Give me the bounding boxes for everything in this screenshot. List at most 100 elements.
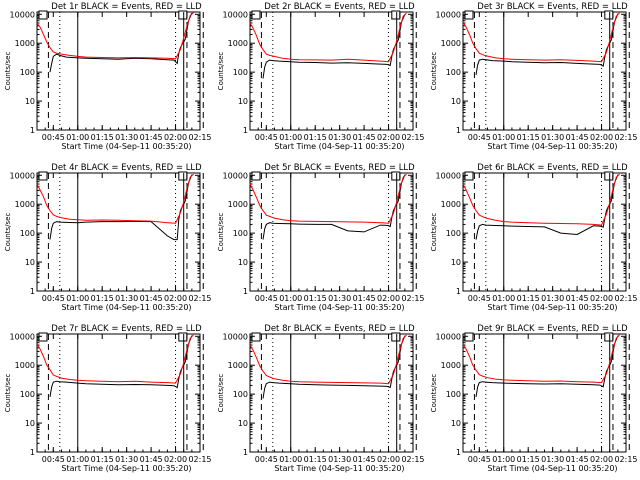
panel-det-4: Det 4r BLACK = Events, RED = LLD 1 10 100 10… bbox=[4, 163, 212, 312]
y-tick-label: 10000 bbox=[436, 171, 461, 180]
y-tick-label: 10 bbox=[25, 258, 35, 267]
x-tick-label: 01:30 bbox=[541, 294, 564, 303]
panel-det-2: Det 2r BLACK = Events, RED = LLD 1 10 100 10… bbox=[217, 2, 425, 151]
series-line-lld bbox=[36, 334, 194, 384]
x-tick-label: 01:15 bbox=[304, 133, 327, 142]
x-tick-label: 01:30 bbox=[328, 455, 351, 464]
x-tick-label: 01:15 bbox=[304, 294, 327, 303]
series-line-events bbox=[262, 335, 406, 399]
x-tick-label: 00:45 bbox=[468, 455, 491, 464]
flag-marker-left bbox=[38, 332, 48, 342]
y-tick-label: 100 bbox=[20, 68, 35, 77]
series-line-lld bbox=[36, 12, 194, 60]
x-tick-label: 02:00 bbox=[590, 133, 613, 142]
y-tick-label: 1000 bbox=[441, 200, 461, 209]
flag-marker-left bbox=[464, 171, 474, 181]
y-tick-label: 1 bbox=[30, 448, 35, 457]
x-tick-label: 01:30 bbox=[328, 133, 351, 142]
y-tick-label: 1000 bbox=[228, 39, 248, 48]
x-axis-label: Start Time (04-Sep-11 00:35:20) bbox=[487, 464, 617, 473]
y-tick-label: 10000 bbox=[10, 332, 35, 341]
x-tick-label: 01:45 bbox=[353, 133, 376, 142]
y-tick-label: 10000 bbox=[223, 171, 248, 180]
x-tick-label: 01:15 bbox=[91, 455, 114, 464]
series-line-lld bbox=[462, 173, 620, 226]
x-tick-label: 01:15 bbox=[91, 294, 114, 303]
x-tick-label: 01:45 bbox=[566, 133, 589, 142]
panel-det-7: Det 7r BLACK = Events, RED = LLD 1 10 100 10… bbox=[4, 324, 212, 473]
x-tick-label: 02:00 bbox=[377, 294, 400, 303]
x-tick-label: 02:15 bbox=[614, 455, 637, 464]
y-tick-label: 100 bbox=[20, 229, 35, 238]
series-line-lld bbox=[462, 334, 620, 384]
x-tick-label: 01:15 bbox=[304, 455, 327, 464]
y-tick-label: 10 bbox=[451, 97, 461, 106]
panel-det-1: Det 1r BLACK = Events, RED = LLD 1 10 100 10… bbox=[4, 2, 212, 151]
y-tick-label: 100 bbox=[446, 68, 461, 77]
x-tick-label: 01:45 bbox=[140, 133, 163, 142]
x-tick-label: 02:00 bbox=[164, 133, 187, 142]
series-line-events bbox=[475, 335, 619, 397]
y-tick-label: 1000 bbox=[228, 361, 248, 370]
chart-title: Det 4r BLACK = Events, RED = LLD bbox=[51, 163, 202, 173]
flag-marker-left bbox=[464, 10, 474, 20]
flag-marker-right bbox=[604, 10, 614, 20]
series-line-events bbox=[49, 335, 193, 397]
series-line-events bbox=[49, 12, 193, 73]
y-axis-label: Counts/sec bbox=[217, 52, 225, 91]
series-line-lld bbox=[249, 12, 407, 63]
series-line-events bbox=[49, 174, 193, 241]
x-tick-label: 01:30 bbox=[541, 455, 564, 464]
x-tick-label: 01:15 bbox=[91, 133, 114, 142]
x-tick-label: 02:15 bbox=[614, 133, 637, 142]
y-axis-label: Counts/sec bbox=[4, 52, 12, 91]
panel-det-9: Det 9r BLACK = Events, RED = LLD 1 10 100 10… bbox=[430, 324, 638, 473]
x-tick-label: 01:45 bbox=[140, 455, 163, 464]
series-line-lld bbox=[249, 173, 407, 224]
y-tick-label: 1 bbox=[30, 287, 35, 296]
x-tick-label: 02:00 bbox=[590, 455, 613, 464]
x-tick-label: 02:15 bbox=[401, 455, 424, 464]
y-tick-label: 1000 bbox=[441, 39, 461, 48]
flag-marker-right bbox=[178, 171, 188, 181]
x-tick-label: 02:15 bbox=[401, 133, 424, 142]
chart-title: Det 8r BLACK = Events, RED = LLD bbox=[264, 324, 415, 334]
x-tick-label: 01:30 bbox=[115, 133, 138, 142]
y-tick-label: 100 bbox=[20, 390, 35, 399]
y-tick-label: 10 bbox=[25, 419, 35, 428]
y-tick-label: 1 bbox=[456, 287, 461, 296]
x-axis-label: Start Time (04-Sep-11 00:35:20) bbox=[274, 142, 404, 151]
series-line-events bbox=[475, 13, 619, 75]
x-axis-label: Start Time (04-Sep-11 00:35:20) bbox=[274, 303, 404, 312]
flag-marker-right bbox=[178, 10, 188, 20]
x-tick-label: 01:15 bbox=[517, 294, 540, 303]
x-tick-label: 00:45 bbox=[42, 455, 65, 464]
x-tick-label: 00:45 bbox=[255, 455, 278, 464]
x-tick-label: 02:15 bbox=[188, 133, 211, 142]
flag-marker-left bbox=[251, 332, 261, 342]
flag-marker-right bbox=[178, 332, 188, 342]
y-tick-label: 1 bbox=[243, 126, 248, 135]
y-tick-label: 10000 bbox=[436, 332, 461, 341]
chart-title: Det 5r BLACK = Events, RED = LLD bbox=[264, 163, 415, 173]
y-tick-label: 1 bbox=[243, 287, 248, 296]
flag-marker-left bbox=[464, 332, 474, 342]
chart-title: Det 7r BLACK = Events, RED = LLD bbox=[51, 324, 202, 334]
y-axis-label: Counts/sec bbox=[430, 213, 438, 252]
y-tick-label: 10 bbox=[451, 419, 461, 428]
x-tick-label: 01:15 bbox=[517, 133, 540, 142]
y-tick-label: 100 bbox=[446, 229, 461, 238]
y-tick-label: 10 bbox=[238, 97, 248, 106]
y-tick-label: 10 bbox=[25, 97, 35, 106]
y-tick-label: 1 bbox=[243, 448, 248, 457]
flag-marker-left bbox=[38, 10, 48, 20]
y-tick-label: 10000 bbox=[436, 10, 461, 19]
y-tick-label: 100 bbox=[233, 390, 248, 399]
x-tick-label: 02:00 bbox=[377, 133, 400, 142]
y-tick-label: 10000 bbox=[10, 10, 35, 19]
chart-title: Det 6r BLACK = Events, RED = LLD bbox=[477, 163, 628, 173]
flag-marker-right bbox=[391, 171, 401, 181]
x-tick-label: 01:00 bbox=[492, 133, 515, 142]
panel-det-6: Det 6r BLACK = Events, RED = LLD 1 10 100 10… bbox=[430, 163, 638, 312]
y-tick-label: 10 bbox=[238, 419, 248, 428]
